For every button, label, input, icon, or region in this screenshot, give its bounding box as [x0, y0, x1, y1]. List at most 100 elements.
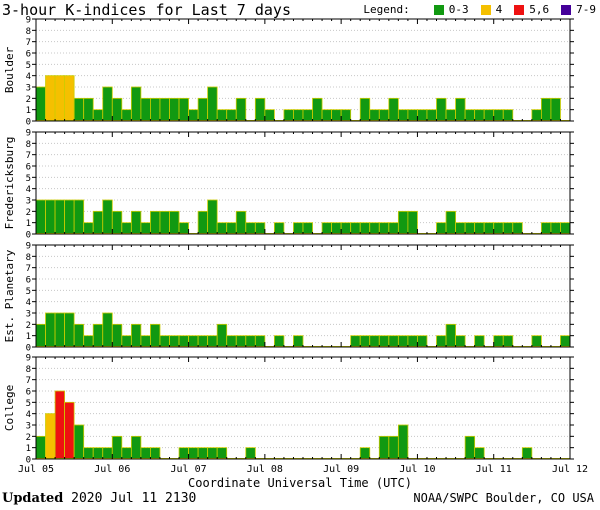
k-index-bar — [407, 109, 418, 122]
k-index-bar — [474, 335, 485, 348]
y-tick-label: 5 — [26, 174, 31, 184]
k-index-bar — [102, 86, 113, 122]
x-tick-label: Jul 08 — [247, 464, 283, 475]
k-index-bar — [483, 222, 495, 235]
k-index-bar — [350, 222, 361, 235]
k-index-bar — [245, 222, 256, 235]
k-index-bar — [207, 199, 218, 235]
y-tick-label: 4 — [26, 185, 31, 195]
k-index-bar — [150, 210, 161, 235]
k-index-bar — [226, 109, 237, 122]
y-tick-label: 2 — [26, 433, 31, 443]
k-index-bar — [540, 97, 552, 122]
k-index-bar — [474, 447, 485, 460]
k-index-bar — [378, 222, 390, 235]
k-index-bar — [493, 109, 504, 122]
k-index-bar — [140, 97, 151, 122]
k-index-bar — [92, 210, 104, 235]
legend-swatch-yellow — [480, 4, 491, 15]
k-index-bar — [502, 109, 514, 122]
k-index-bar — [54, 312, 66, 348]
y-tick-label: 7 — [26, 264, 31, 274]
k-index-bar — [111, 435, 123, 460]
k-index-bar — [235, 97, 247, 122]
legend-item-label: 7-9 — [576, 3, 596, 16]
legend-swatch-purple — [561, 4, 572, 15]
y-tick-label: 5 — [26, 61, 31, 71]
legend-label: Legend: — [363, 3, 410, 16]
k-index-bar — [445, 109, 456, 122]
k-index-bar — [73, 323, 85, 348]
k-index-bar — [407, 210, 418, 235]
k-index-bar — [188, 335, 199, 348]
k-index-bar — [359, 97, 371, 122]
k-index-bar — [378, 109, 390, 122]
k-index-bar — [436, 97, 447, 122]
k-index-bar — [83, 447, 94, 460]
k-index-bar — [455, 335, 466, 348]
y-tick-label: 5 — [26, 287, 31, 297]
k-index-bar — [54, 75, 66, 122]
k-index-bar — [235, 335, 247, 348]
y-tick-label: 9 — [26, 129, 31, 139]
y-tick-label: 2 — [26, 208, 31, 218]
k-index-bar — [512, 222, 523, 235]
k-index-bar — [388, 222, 399, 235]
x-tick-label: Jul 05 — [18, 464, 54, 475]
updated-label: Updated — [2, 491, 64, 506]
k-index-bar — [436, 335, 447, 348]
y-tick-label: 6 — [26, 388, 31, 398]
k-index-bar — [102, 312, 113, 348]
legend-item-0-3: 0-3 — [433, 3, 469, 16]
k-index-bar — [388, 335, 399, 348]
y-tick-label: 8 — [26, 365, 31, 375]
k-index-bar — [483, 109, 495, 122]
k-index-bar — [150, 97, 161, 122]
k-index-bar — [550, 222, 561, 235]
k-index-bar — [397, 424, 409, 460]
legend-item-label: 5,6 — [529, 3, 550, 16]
k-index-bar — [254, 222, 266, 235]
y-tick-label: 6 — [26, 163, 31, 173]
k-index-bar — [369, 109, 380, 122]
k-index-bar — [283, 109, 294, 122]
k-index-bar — [140, 447, 151, 460]
y-tick-label: 1 — [26, 332, 31, 342]
k-index-bar — [273, 222, 285, 235]
updated-value: 2020 Jul 11 2130 — [71, 491, 197, 506]
k-index-bar — [121, 109, 132, 122]
k-index-bar — [302, 222, 313, 235]
y-tick-label: 4 — [26, 298, 31, 308]
k-index-bar — [302, 109, 313, 122]
k-index-bar — [445, 210, 456, 235]
k-index-bar — [359, 447, 371, 460]
source-credit: NOAA/SWPC Boulder, CO USA — [413, 491, 594, 505]
k-index-bar — [350, 335, 361, 348]
chart-title: 3-hour K-indices for Last 7 days — [2, 1, 291, 19]
k-index-bar — [111, 97, 123, 122]
k-index-bar — [235, 210, 247, 235]
k-index-bar — [121, 335, 132, 348]
k-index-bar — [207, 86, 218, 122]
y-tick-label: 3 — [26, 422, 31, 432]
y-tick-label: 3 — [26, 310, 31, 320]
k-index-bar — [64, 401, 75, 460]
x-tick-label: Jul 06 — [94, 464, 130, 475]
k-index-bar — [73, 97, 85, 122]
y-tick-label: 9 — [26, 354, 31, 364]
k-index-bar — [102, 447, 113, 460]
k-index-bar — [369, 222, 380, 235]
legend-item-label: 0-3 — [448, 3, 469, 16]
k-index-bar — [455, 97, 466, 122]
x-tick-label: Jul 11 — [476, 464, 512, 475]
k-index-bar — [293, 222, 304, 235]
k-index-bar — [245, 335, 256, 348]
k-index-bar — [397, 335, 409, 348]
k-index-bar — [92, 109, 104, 122]
k-index-bar — [455, 222, 466, 235]
k-index-bar — [64, 312, 75, 348]
k-index-bar — [560, 222, 571, 235]
k-index-bar — [150, 323, 161, 348]
k-index-bar — [560, 335, 571, 348]
k-index-bar — [417, 335, 428, 348]
